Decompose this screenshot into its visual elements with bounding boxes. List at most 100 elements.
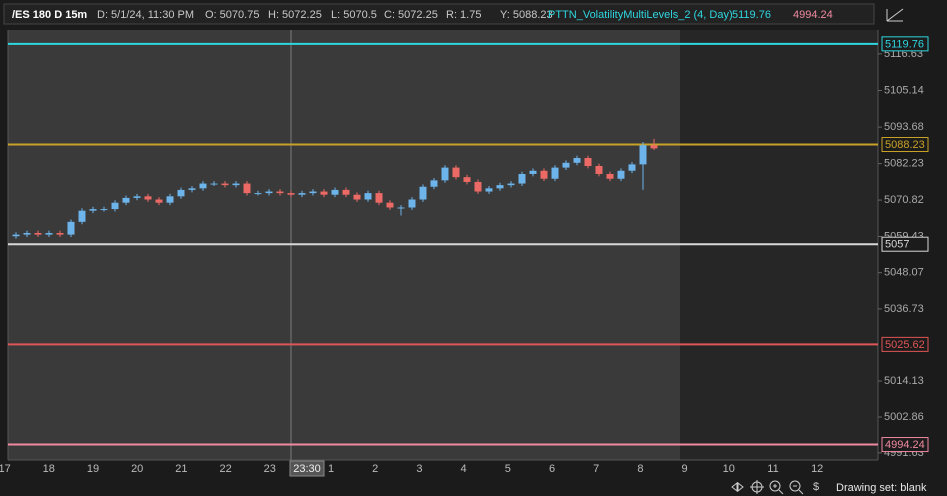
x-tick-label: 23 xyxy=(264,463,276,475)
candle-body xyxy=(232,183,240,186)
toolbar-icons[interactable] xyxy=(731,480,804,495)
candle-body xyxy=(507,183,515,186)
candle-body xyxy=(518,173,526,184)
candle-body xyxy=(254,193,262,195)
y-tick-label: 5014.13 xyxy=(884,375,924,387)
candle-body xyxy=(100,209,108,211)
candle-body xyxy=(639,145,647,165)
y-tick-label: 5002.86 xyxy=(884,411,924,423)
header-range: R: 1.75 xyxy=(446,9,481,21)
candle-body xyxy=(210,183,218,185)
candle-body xyxy=(540,170,548,179)
candle-body xyxy=(188,188,196,190)
candle-body xyxy=(617,170,625,179)
level-label: 4994.24 xyxy=(885,439,925,451)
candle-body xyxy=(166,196,174,203)
candle-body xyxy=(133,196,141,198)
x-tick-label: 19 xyxy=(87,463,99,475)
y-tick-label: 5093.68 xyxy=(884,121,924,133)
candle-body xyxy=(331,189,339,195)
level-label: 5119.76 xyxy=(885,38,924,50)
x-tick-label: 5 xyxy=(505,463,511,475)
candle-body xyxy=(529,170,537,174)
header-low: L: 5070.5 xyxy=(331,9,377,21)
symbol[interactable]: /ES 180 D 15m xyxy=(12,9,87,21)
style-icon[interactable] xyxy=(884,6,906,24)
candle-body xyxy=(56,233,64,235)
x-tick-label: 18 xyxy=(43,463,55,475)
y-tick-label: 5070.82 xyxy=(884,194,924,206)
study-name[interactable]: PTTN_VolatilityMultiLevels_2 (4, Day) xyxy=(548,9,733,21)
level-label: 5057 xyxy=(885,239,909,251)
candle-body xyxy=(408,199,416,208)
x-tick-label: 2 xyxy=(372,463,378,475)
candle-body xyxy=(45,233,53,235)
header-open: O: 5070.75 xyxy=(205,9,259,21)
candle-body xyxy=(375,193,383,203)
footer-bar xyxy=(0,476,947,496)
level-label-box xyxy=(881,236,929,252)
candle-body xyxy=(386,202,394,208)
candle-body xyxy=(628,164,636,171)
candle-body xyxy=(320,191,328,195)
candle-body xyxy=(155,199,163,203)
candle-body xyxy=(650,145,658,149)
header-y: Y: 5088.23 xyxy=(500,9,553,21)
candle-body xyxy=(23,233,31,235)
x-tick-label: 10 xyxy=(723,463,735,475)
candle-body xyxy=(276,191,284,194)
candle-body xyxy=(584,158,592,166)
candle-body xyxy=(551,167,559,179)
x-tick-label: 9 xyxy=(682,463,688,475)
x-tick-label: 3 xyxy=(416,463,422,475)
study-upper: 5119.76 xyxy=(732,9,771,21)
cursor-label-box xyxy=(289,460,325,477)
candle-body xyxy=(364,193,372,200)
candle-body xyxy=(474,181,482,192)
candle-body xyxy=(12,234,20,237)
candle-body xyxy=(122,197,130,203)
candle-body xyxy=(78,210,86,222)
level-label-box xyxy=(881,36,929,52)
candle-body xyxy=(419,186,427,200)
level-label-box xyxy=(881,336,929,352)
candle-body xyxy=(430,180,438,187)
candle-body xyxy=(34,233,42,235)
study-lower: 4994.24 xyxy=(793,9,833,21)
x-tick-label: 7 xyxy=(593,463,599,475)
x-tick-label: 11 xyxy=(767,463,778,475)
candle-body xyxy=(243,183,251,194)
cursor-label: 23:30 xyxy=(293,463,321,475)
header-date: D: 5/1/24, 11:30 PM xyxy=(97,9,194,21)
candle-body xyxy=(441,167,449,181)
level-label-box xyxy=(881,137,929,153)
candle-body xyxy=(177,189,185,197)
candle-body xyxy=(496,185,504,189)
x-tick-label: 1 xyxy=(328,463,334,475)
x-tick-label: 8 xyxy=(637,463,643,475)
drawing-set[interactable]: Drawing set: blank xyxy=(836,482,927,494)
header-bar xyxy=(3,3,875,25)
x-tick-label: 17 xyxy=(0,463,11,475)
y-tick-label: 5048.07 xyxy=(884,267,924,279)
candle-body xyxy=(342,189,350,195)
candle-body xyxy=(144,196,152,200)
candle-body xyxy=(606,173,614,179)
level-label: 5025.62 xyxy=(885,339,925,351)
header-high: H: 5072.25 xyxy=(268,9,322,21)
x-tick-label: 12 xyxy=(811,463,823,475)
candle-body xyxy=(221,183,229,186)
candle-body xyxy=(562,162,570,168)
candle-body xyxy=(89,209,97,211)
candle-body xyxy=(287,193,295,195)
y-tick-label: 5036.73 xyxy=(884,303,924,315)
currency-icon[interactable]: $ xyxy=(813,481,819,493)
candle-body xyxy=(463,177,471,182)
candle-body xyxy=(397,207,405,209)
candle-body xyxy=(67,221,75,235)
y-tick-label: 5105.14 xyxy=(884,84,924,96)
level-label-box xyxy=(881,437,929,453)
x-tick-label: 6 xyxy=(549,463,555,475)
